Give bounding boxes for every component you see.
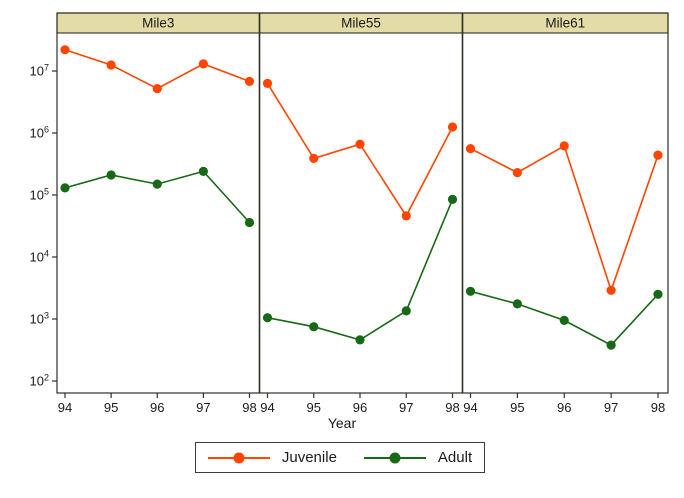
- mile3-juvenile-point-97: [198, 59, 208, 69]
- x-tick-label: 98: [651, 400, 665, 415]
- x-tick-label: 98: [242, 400, 256, 415]
- plot-border: [56, 12, 669, 394]
- mile55-adult-point-95: [309, 322, 319, 332]
- mile3-adult-point-96: [152, 179, 162, 189]
- x-axis-title: Year: [327, 415, 357, 431]
- mile3-juvenile-point-94: [60, 45, 70, 55]
- x-tick-label: 95: [307, 400, 321, 415]
- plot-background: [57, 33, 668, 393]
- juvenile-legend-marker-icon: [233, 452, 245, 463]
- juvenile-legend-line-swatch: [207, 452, 270, 463]
- legend-label-adult: Adult: [437, 449, 473, 466]
- y-tick-label: 102: [30, 373, 49, 389]
- y-tick-label: 103: [30, 311, 49, 327]
- y-tick-label: 104: [30, 249, 49, 265]
- mile61-juvenile-point-96: [559, 141, 569, 151]
- mile55-juvenile-point-97: [401, 211, 411, 221]
- legend-entry-adult: Adult: [363, 449, 473, 466]
- x-tick-label: 94: [58, 400, 72, 415]
- x-tick-label: 94: [260, 400, 274, 415]
- mile61-juvenile-point-97: [606, 285, 616, 295]
- x-tick-label: 96: [353, 400, 367, 415]
- mile3-juvenile-point-96: [152, 84, 162, 94]
- mile55-juvenile-point-94: [262, 78, 273, 88]
- legend: Juvenile Adult: [195, 442, 485, 473]
- x-tick-label: 97: [399, 400, 413, 415]
- mile55-adult-point-98: [447, 194, 458, 204]
- mile55-adult-point-96: [355, 335, 365, 345]
- mile61-juvenile-point-94: [465, 144, 476, 154]
- mile3-adult-point-95: [106, 170, 116, 180]
- x-tick-label: 95: [510, 400, 524, 415]
- mile61-juvenile-point-98: [653, 150, 663, 160]
- x-tick-label: 96: [557, 400, 571, 415]
- x-tick-label: 97: [604, 400, 618, 415]
- mile55-juvenile-point-95: [309, 153, 319, 163]
- panel-title-mile3: Mile3: [142, 16, 174, 31]
- mile61-juvenile-point-95: [512, 168, 522, 178]
- mile61-adult-point-96: [559, 315, 569, 325]
- mile3-adult-point-98: [244, 217, 255, 228]
- y-tick-label: 106: [30, 125, 49, 141]
- mile3-juvenile-point-95: [106, 60, 116, 70]
- mile3-adult-point-97: [198, 166, 208, 176]
- mile61-adult-point-94: [465, 286, 476, 296]
- x-tick-label: 97: [196, 400, 210, 415]
- legend-label-juvenile: Juvenile: [281, 449, 337, 466]
- x-tick-label: 95: [104, 400, 118, 415]
- x-tick-label: 96: [150, 400, 164, 415]
- adult-legend-line-swatch: [363, 452, 426, 463]
- mile61-adult-point-97: [606, 340, 616, 350]
- y-tick-label: 105: [30, 187, 49, 203]
- legend-entry-juvenile: Juvenile: [207, 449, 337, 466]
- mile3-juvenile-point-98: [244, 76, 255, 86]
- mile61-adult-point-95: [512, 299, 522, 309]
- mile55-adult-point-94: [262, 313, 273, 323]
- mile55-juvenile-point-96: [355, 139, 365, 149]
- mile61-adult-point-98: [653, 289, 663, 299]
- x-tick-label: 98: [445, 400, 459, 415]
- mile3-adult-point-94: [60, 183, 70, 193]
- mile55-adult-point-97: [401, 306, 411, 316]
- y-tick-label: 107: [30, 63, 49, 79]
- panel-title-mile61: Mile61: [545, 16, 585, 31]
- panel-title-mile55: Mile55: [341, 16, 381, 31]
- mile55-juvenile-point-98: [447, 122, 458, 132]
- x-tick-label: 94: [463, 400, 477, 415]
- adult-legend-marker-icon: [389, 452, 401, 463]
